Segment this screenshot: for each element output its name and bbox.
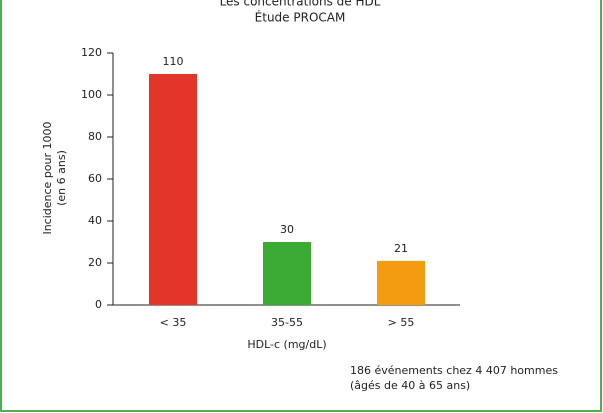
value-label: 21 [394,242,408,255]
y-tick-label: 20 [88,256,102,269]
x-tick-label: < 35 [160,316,187,329]
annotation: 186 événements chez 4 407 hommes [350,364,558,377]
annotation: (âgés de 40 à 65 ans) [350,379,470,392]
value-label: 110 [163,55,184,68]
chart-subtitle: Étude PROCAM [255,10,346,25]
y-tick-label: 60 [88,172,102,185]
y-axis-label: Incidence pour 1000 [41,121,54,234]
y-tick-label: 40 [88,214,102,227]
y-tick-label: 120 [81,46,102,59]
bar [263,242,311,305]
value-label: 30 [280,223,294,236]
y-axis-label: (en 6 ans) [55,150,68,206]
bar [377,260,425,305]
y-tick-label: 0 [95,298,102,311]
x-tick-label: 35-55 [271,316,303,329]
x-tick-label: > 55 [388,316,415,329]
x-axis-label: HDL-c (mg/dL) [247,338,326,351]
y-tick-label: 80 [88,130,102,143]
chart-title: Les concentrations de HDL [220,0,381,9]
y-tick-label: 100 [81,88,102,101]
bar [149,74,197,305]
